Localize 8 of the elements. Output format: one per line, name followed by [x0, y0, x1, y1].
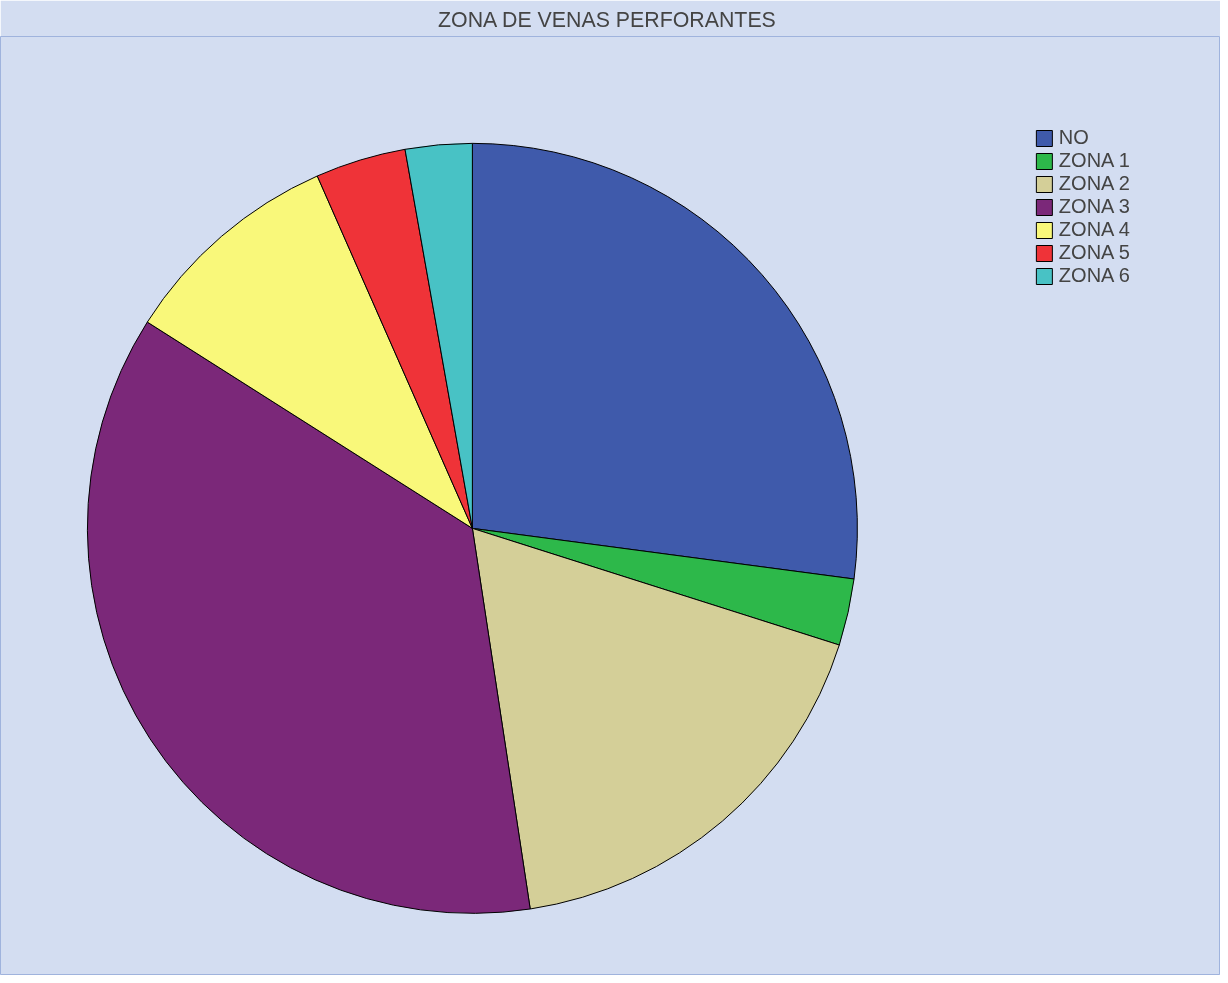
chart-title: ZONA DE VENAS PERFORANTES — [438, 7, 776, 32]
legend-label: ZONA 1 — [1058, 149, 1130, 172]
legend-label: ZONA 6 — [1058, 264, 1130, 287]
legend-label: ZONA 2 — [1058, 172, 1130, 195]
legend-label: NO — [1058, 126, 1089, 149]
legend-label: ZONA 3 — [1058, 195, 1130, 218]
legend-label: ZONA 5 — [1058, 241, 1130, 264]
legend-label: ZONA 4 — [1058, 218, 1130, 241]
